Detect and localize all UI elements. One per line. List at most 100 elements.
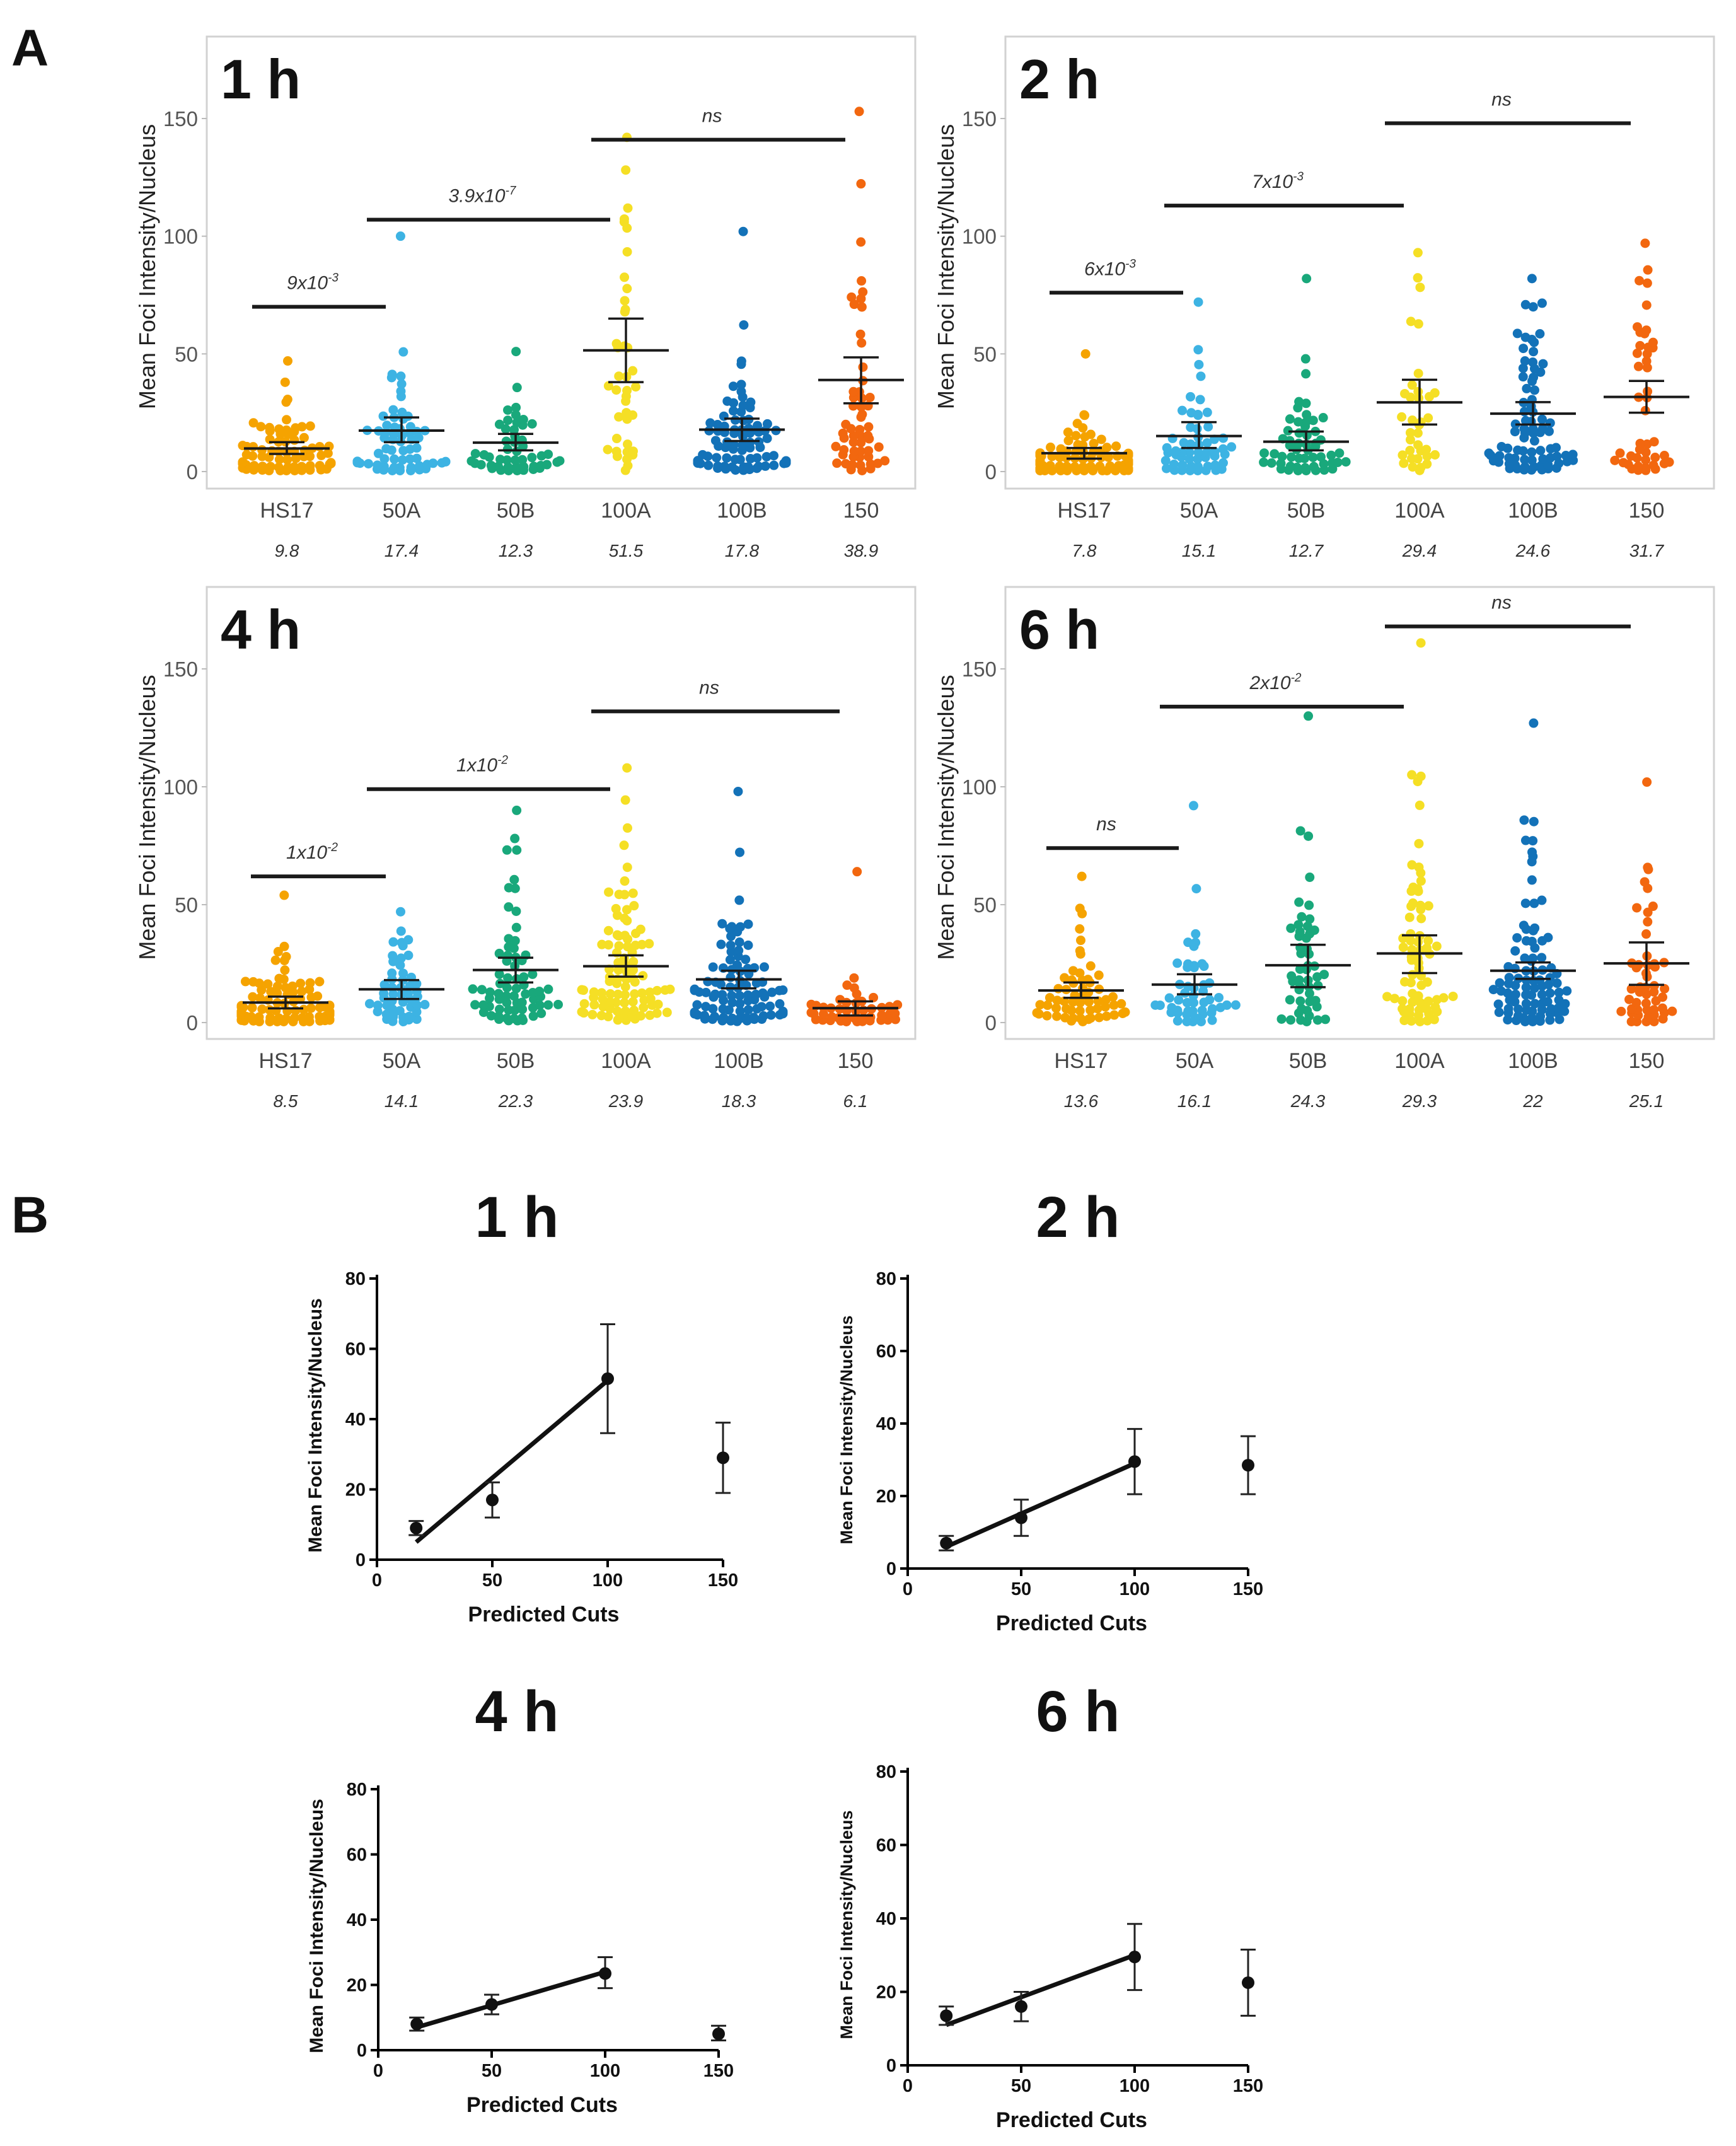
data-point (270, 955, 281, 965)
data-point (274, 1013, 284, 1023)
data-point (662, 1007, 672, 1018)
data-point (1294, 453, 1304, 463)
mean-value-label: 25.1 (1629, 1091, 1664, 1111)
data-point (710, 989, 720, 999)
y-tick-label: 50 (973, 342, 997, 366)
data-point (1521, 999, 1531, 1009)
data-point (636, 1011, 646, 1021)
data-point (1641, 455, 1651, 465)
data-point (254, 1012, 264, 1022)
data-point (857, 338, 867, 348)
data-point (1632, 903, 1642, 913)
data-point (265, 422, 275, 432)
data-point (1618, 458, 1628, 468)
data-point (620, 304, 630, 315)
data-point (1205, 978, 1215, 988)
mean-value-label: 38.9 (844, 541, 879, 560)
data-point (728, 381, 738, 392)
x-tick-label: 50 (482, 2061, 502, 2081)
data-point (1164, 993, 1174, 1003)
data-point (1085, 1013, 1096, 1023)
p-value-base: 1x10 (456, 755, 497, 776)
data-point (1084, 997, 1094, 1007)
data-point (864, 446, 874, 456)
data-point (639, 1002, 649, 1012)
data-point (743, 940, 753, 950)
significance-label: 1x10-2 (456, 754, 508, 776)
data-point (1529, 347, 1539, 357)
data-point (1266, 458, 1276, 468)
data-point (746, 397, 756, 407)
data-point (412, 443, 422, 453)
p-value-base: 6x10 (1084, 258, 1125, 279)
p-value-base: 1x10 (286, 842, 327, 863)
y-axis-label: Mean Foci Intensity/Nucleus (837, 1315, 856, 1544)
data-point (623, 203, 633, 213)
data-point (1309, 461, 1319, 472)
data-point (315, 442, 325, 452)
data-point (387, 968, 397, 978)
data-point (1626, 451, 1636, 461)
data-point (1562, 986, 1572, 996)
data-point (1503, 961, 1513, 972)
y-tick-label: 0 (357, 2041, 367, 2061)
data-point (611, 385, 622, 395)
data-point (604, 887, 614, 897)
data-point (1640, 877, 1650, 887)
data-point (1493, 999, 1503, 1009)
data-point (378, 411, 388, 421)
data-point (1094, 1012, 1104, 1023)
data-point (1183, 982, 1193, 992)
data-point (1333, 457, 1343, 467)
data-point (1649, 1005, 1659, 1015)
data-point (734, 937, 744, 948)
data-point (1043, 1000, 1053, 1011)
y-tick-label: 60 (345, 1340, 366, 1360)
data-point (1519, 920, 1529, 931)
data-point (1015, 1511, 1027, 1524)
y-axis-label: Mean Foci Intensity/Nucleus (305, 1298, 326, 1552)
data-point (1398, 942, 1408, 953)
data-point (1297, 912, 1307, 922)
data-point (479, 450, 489, 460)
data-point (1085, 461, 1096, 472)
y-axis-label: Mean Foci Intensity/Nucleus (306, 1799, 327, 2053)
data-point (612, 930, 622, 940)
significance-label: ns (1491, 89, 1512, 110)
data-point (1169, 459, 1179, 469)
category-label: 50A (383, 1049, 421, 1073)
data-point (1667, 1006, 1677, 1016)
data-point (412, 1014, 422, 1024)
data-point (1230, 1000, 1241, 1010)
data-point (1626, 984, 1636, 994)
y-tick-label: 150 (163, 658, 198, 681)
data-point (728, 406, 738, 416)
data-point (1294, 897, 1304, 907)
data-point (884, 1002, 894, 1012)
data-point (396, 926, 406, 936)
data-point (730, 415, 740, 425)
data-point (708, 1004, 718, 1014)
category-label: 50B (497, 1049, 535, 1073)
data-point (257, 1004, 267, 1014)
mean-value-label: 29.3 (1402, 1091, 1437, 1111)
x-tick-label: 150 (1233, 2076, 1263, 2096)
data-point (502, 444, 512, 455)
data-point (1334, 448, 1345, 458)
mean-value-label: 31.7 (1629, 541, 1665, 560)
data-point (1075, 903, 1085, 914)
data-point (605, 989, 615, 999)
data-point (1495, 451, 1505, 461)
mean-value-label: 16.1 (1178, 1091, 1212, 1111)
category-label: 150 (843, 499, 879, 523)
data-point (1032, 1008, 1042, 1018)
data-point (1276, 1014, 1287, 1024)
data-point (1520, 332, 1531, 342)
data-point (323, 448, 333, 458)
data-point (1085, 961, 1096, 971)
data-point (722, 396, 732, 406)
data-point (1063, 427, 1073, 438)
data-point (1522, 383, 1532, 393)
